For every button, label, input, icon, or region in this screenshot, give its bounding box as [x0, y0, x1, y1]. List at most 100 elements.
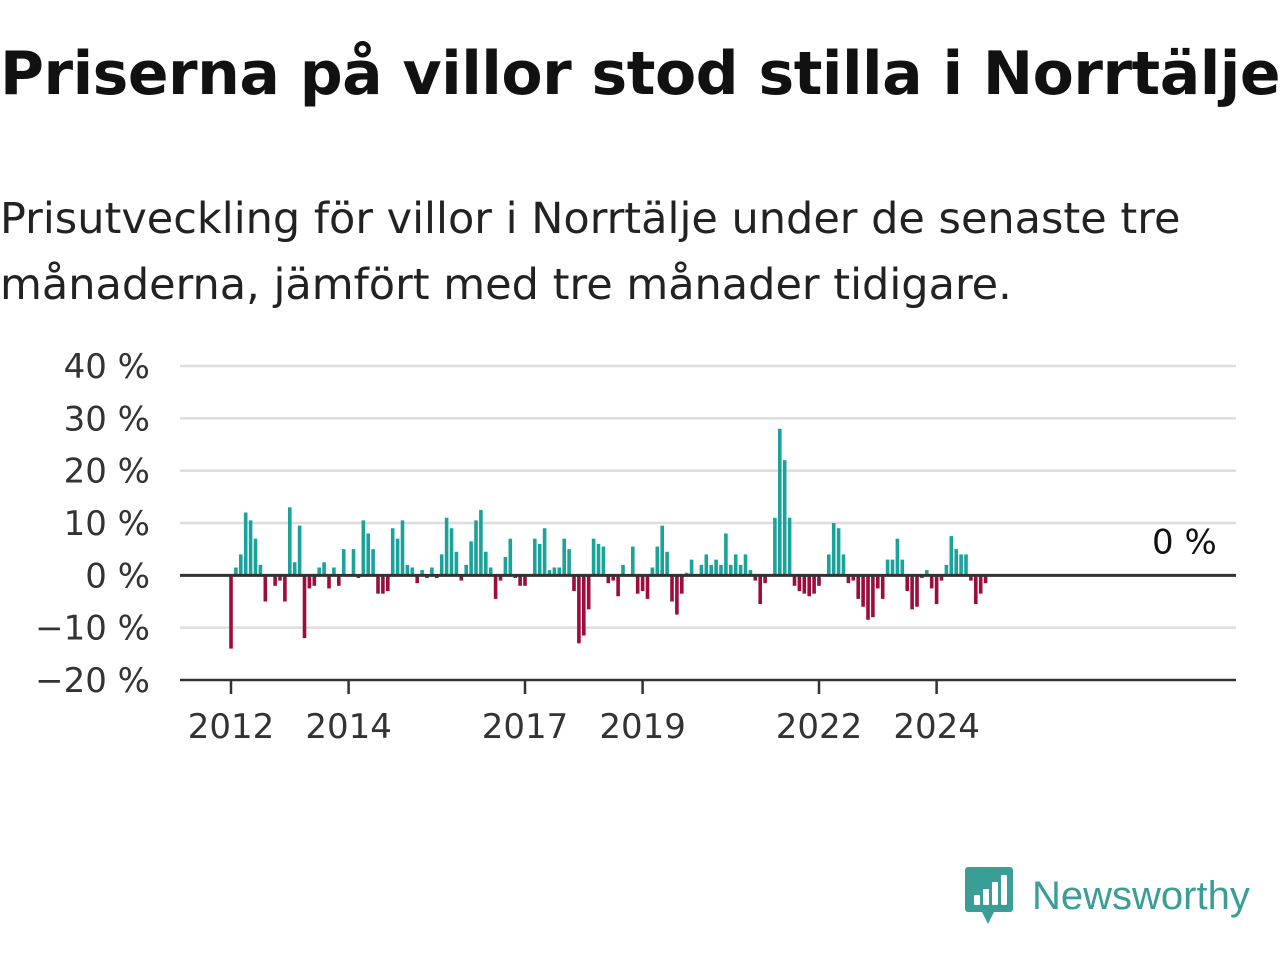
bar [307, 575, 312, 589]
bar [366, 533, 370, 576]
bar [635, 575, 640, 594]
bar [606, 575, 611, 584]
bar [743, 554, 748, 576]
bar [964, 554, 968, 576]
bar [503, 557, 508, 576]
bar [856, 575, 860, 599]
brand: Newsworthy [964, 864, 1250, 928]
bar [792, 575, 797, 586]
bar [248, 520, 253, 576]
bar [871, 575, 875, 618]
bar [851, 575, 856, 581]
bar [484, 551, 488, 576]
bar [562, 538, 566, 576]
bar [974, 575, 978, 605]
bar [572, 575, 576, 592]
bar [782, 460, 787, 576]
bar [474, 520, 478, 576]
bar [675, 575, 679, 615]
bar [537, 543, 542, 576]
bar [292, 562, 297, 576]
grid-lines [180, 364, 1236, 629]
bar [631, 546, 635, 576]
y-tick-label: −10 % [35, 609, 150, 649]
bar [724, 533, 728, 576]
bar [302, 575, 307, 639]
bar [929, 575, 934, 589]
bar [866, 575, 870, 620]
bar [890, 559, 895, 576]
bar [376, 575, 380, 594]
newsworthy-logo-icon [965, 867, 1013, 924]
bar [733, 554, 738, 576]
bar [645, 575, 650, 599]
bar [778, 428, 782, 576]
bar [827, 554, 831, 576]
chart-subtitle: Prisutveckling för villor i Norrtälje un… [0, 194, 1181, 310]
axes [180, 573, 1236, 682]
bar [586, 575, 591, 610]
bar [498, 575, 503, 581]
bar [258, 564, 263, 576]
bar [983, 575, 988, 584]
bar [351, 549, 356, 576]
bar [283, 575, 287, 602]
bar [861, 575, 865, 607]
y-axis-ticks: 40 % 30 % 20 % 10 % 0 % −10 % −20 % [35, 347, 150, 701]
bar [954, 549, 958, 576]
bar [680, 575, 684, 594]
bar [469, 541, 473, 576]
bar [900, 559, 905, 576]
y-tick-label: 0 % [85, 556, 150, 596]
bar [278, 575, 282, 581]
x-tick-label: 2024 [893, 707, 980, 747]
x-tick-label: 2017 [482, 707, 569, 747]
bar [807, 575, 811, 597]
bar [611, 575, 615, 581]
bar [787, 517, 792, 576]
bar [640, 575, 645, 592]
bar [322, 562, 326, 576]
bar [234, 567, 238, 576]
last-value-label: 0 % [1152, 522, 1217, 562]
bar [925, 570, 929, 576]
y-tick-label: 10 % [64, 504, 150, 544]
bar [773, 517, 777, 576]
bar [297, 525, 302, 576]
bar [841, 554, 846, 576]
bar [288, 507, 292, 576]
bar [621, 564, 625, 576]
bar [337, 575, 341, 586]
bar [371, 549, 375, 576]
bar [243, 512, 248, 576]
bar [400, 520, 405, 576]
bar [273, 575, 277, 586]
bar [959, 554, 963, 576]
bar [944, 564, 949, 576]
bar [699, 564, 704, 576]
bar [910, 575, 914, 610]
bar [729, 564, 733, 576]
bar [449, 528, 454, 576]
bar [381, 575, 385, 594]
bar [552, 567, 557, 576]
bar [748, 570, 753, 576]
bar [885, 559, 890, 576]
bar [763, 575, 767, 584]
bar [390, 528, 395, 576]
bar [650, 567, 655, 576]
bar [542, 528, 547, 576]
bar [969, 575, 973, 581]
bar [836, 528, 841, 576]
bar [523, 575, 527, 586]
bar [758, 575, 762, 605]
x-tick-label: 2022 [776, 707, 863, 747]
x-tick-label: 2012 [188, 707, 275, 747]
bar [934, 575, 939, 605]
bar [395, 538, 400, 576]
bar [361, 520, 366, 576]
brand-name: Newsworthy [1032, 873, 1250, 918]
bar [386, 575, 390, 592]
bar [444, 517, 449, 576]
